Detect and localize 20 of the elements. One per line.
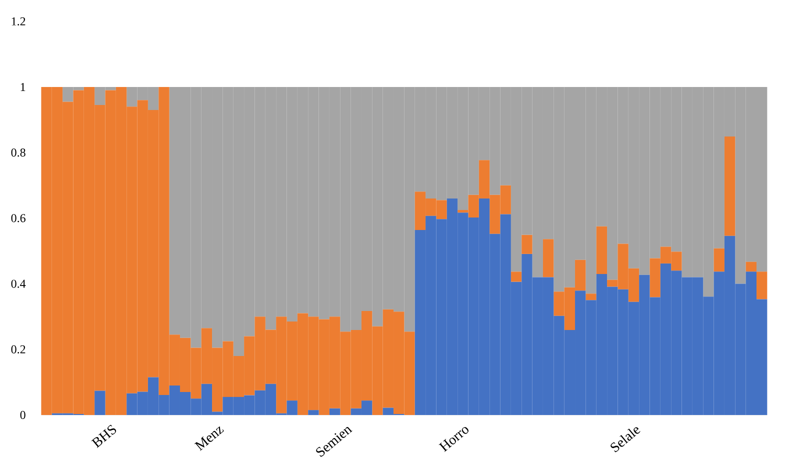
bar bbox=[542, 239, 554, 278]
y-tick-label: 0 bbox=[20, 410, 26, 420]
y-tick-label: 0.2 bbox=[11, 345, 26, 354]
y-tick-label: 0.4 bbox=[11, 280, 26, 288]
bar bbox=[522, 234, 532, 254]
bar bbox=[94, 390, 106, 415]
bar bbox=[329, 408, 340, 415]
bar bbox=[746, 262, 756, 272]
y-tick-label: 0.6 bbox=[11, 214, 26, 222]
bar bbox=[756, 272, 768, 300]
y-tick-label: 1 bbox=[20, 83, 26, 91]
bar bbox=[308, 410, 319, 415]
bar bbox=[510, 272, 522, 282]
bar bbox=[714, 248, 724, 272]
x-tick-label: BHS bbox=[91, 424, 116, 448]
bar bbox=[586, 294, 596, 300]
y-tick-label: 1.2 bbox=[12, 17, 26, 26]
bar bbox=[724, 136, 736, 236]
bar bbox=[596, 226, 608, 274]
y-tick-label: 0.8 bbox=[11, 148, 26, 157]
